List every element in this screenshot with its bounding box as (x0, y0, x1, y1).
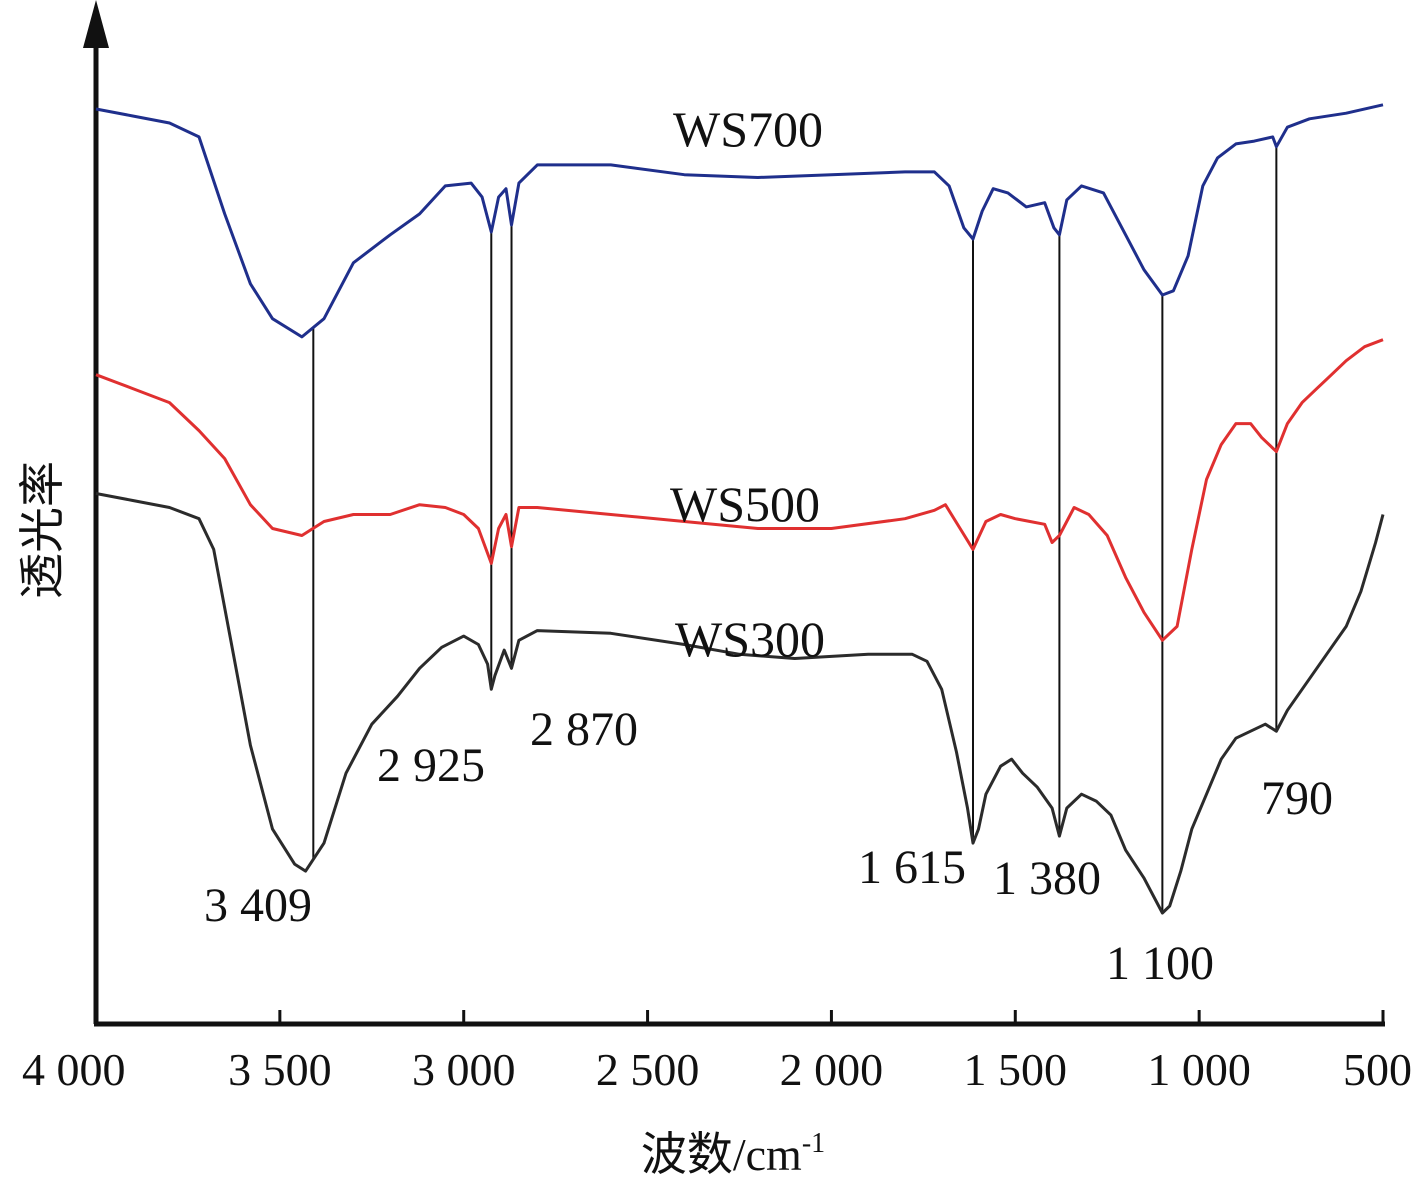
x-tick-label: 1 500 (964, 1044, 1068, 1095)
series-lines (95, 103, 1385, 915)
text-labels: WS700 WS500 WS300 3 409 2 925 2 870 1 61… (17, 101, 1333, 1180)
peak-label-1615: 1 615 (858, 841, 966, 894)
x-tick-label: 3 500 (228, 1044, 332, 1095)
x-tick-label: 2 000 (780, 1044, 884, 1095)
peak-label-2925: 2 925 (377, 739, 485, 792)
x-axis-title-main: 波数/cm (641, 1129, 802, 1180)
series-line-ws500 (95, 338, 1384, 642)
series-label-ws700: WS700 (673, 101, 823, 157)
y-axis-title: 透光率 (17, 461, 68, 599)
x-tick-label: 1 000 (1147, 1044, 1251, 1095)
series-label-ws500: WS500 (670, 476, 820, 532)
y-axis-arrow (83, 0, 109, 48)
x-ticks: 4 000 3 500 3 000 2 500 2 000 1 500 1 000 500 (22, 1010, 1412, 1095)
x-tick-label: 4 000 (22, 1044, 126, 1095)
x-tick-label: 2 500 (596, 1044, 700, 1095)
series-line-ws300 (95, 492, 1385, 915)
series-line-ws700 (95, 103, 1384, 339)
axes (83, 0, 1385, 1027)
x-tick-label: 500 (1343, 1044, 1412, 1095)
peak-label-1100: 1 100 (1106, 937, 1214, 990)
peak-label-2870: 2 870 (530, 703, 638, 756)
x-axis-title-sup: -1 (802, 1128, 825, 1159)
series-label-ws300: WS300 (675, 611, 825, 667)
peak-label-1380: 1 380 (993, 852, 1101, 905)
x-tick-label: 3 000 (412, 1044, 516, 1095)
x-axis-title: 波数/cm-1 (641, 1128, 825, 1180)
peak-label-790: 790 (1261, 772, 1333, 825)
peak-label-3409: 3 409 (204, 879, 312, 932)
